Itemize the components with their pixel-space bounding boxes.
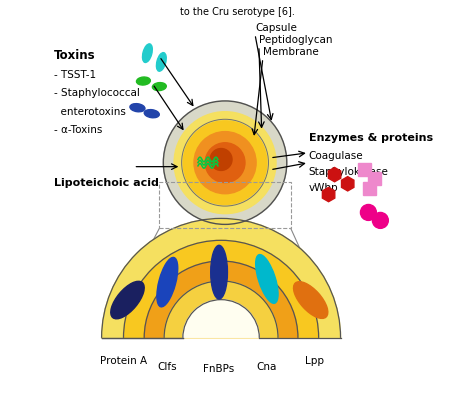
Circle shape (205, 143, 245, 182)
Ellipse shape (130, 103, 145, 112)
Text: Coagulase: Coagulase (309, 151, 363, 161)
Ellipse shape (153, 83, 166, 91)
Circle shape (183, 121, 267, 205)
Circle shape (164, 101, 287, 225)
Ellipse shape (144, 109, 159, 118)
Wedge shape (101, 219, 340, 338)
Text: Membrane: Membrane (263, 47, 319, 57)
Wedge shape (144, 261, 298, 338)
Ellipse shape (293, 282, 328, 318)
Circle shape (210, 148, 232, 170)
Text: - TSST-1: - TSST-1 (54, 70, 96, 80)
Circle shape (194, 132, 256, 194)
Text: vWbp: vWbp (309, 182, 338, 192)
Ellipse shape (111, 281, 144, 319)
Text: enterotoxins: enterotoxins (54, 107, 126, 117)
Text: Clfs: Clfs (157, 362, 177, 372)
Text: Lpp: Lpp (305, 356, 324, 366)
Ellipse shape (143, 44, 152, 63)
Text: to the Cru serotype [6].: to the Cru serotype [6]. (180, 7, 294, 17)
Ellipse shape (211, 245, 228, 299)
Text: Enzymes & proteins: Enzymes & proteins (309, 133, 433, 143)
Wedge shape (183, 300, 259, 338)
Wedge shape (124, 240, 319, 338)
Bar (159, 182, 291, 229)
Text: FnBPs: FnBPs (203, 364, 235, 374)
Wedge shape (164, 281, 278, 338)
Text: Toxins: Toxins (54, 49, 95, 62)
FancyBboxPatch shape (363, 182, 376, 195)
Circle shape (360, 205, 376, 221)
Ellipse shape (255, 255, 278, 303)
Ellipse shape (156, 53, 166, 71)
Text: - α-Toxins: - α-Toxins (54, 125, 102, 135)
Text: Staphylokinase: Staphylokinase (309, 167, 389, 177)
Text: Peptidoglycan: Peptidoglycan (259, 35, 332, 45)
Text: Protein A: Protein A (100, 356, 147, 366)
Text: - Staphylococcal: - Staphylococcal (54, 88, 140, 98)
FancyBboxPatch shape (358, 163, 371, 176)
Text: Capsule: Capsule (255, 23, 297, 33)
Text: Lipoteichoic acid: Lipoteichoic acid (54, 178, 159, 188)
Circle shape (373, 213, 388, 229)
Ellipse shape (157, 257, 178, 307)
FancyBboxPatch shape (368, 172, 381, 185)
Text: Cna: Cna (257, 362, 277, 372)
Circle shape (174, 112, 276, 214)
Ellipse shape (137, 77, 150, 85)
